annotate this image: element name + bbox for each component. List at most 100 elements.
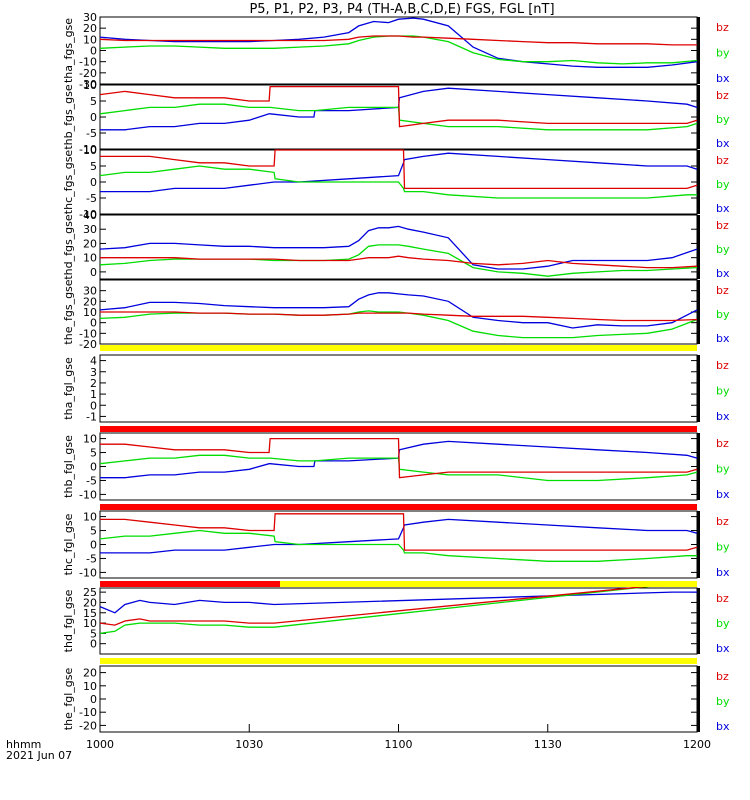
legend-bx: bx xyxy=(716,202,730,215)
panel-frame xyxy=(99,354,698,423)
y-axis-label: the_fgl_gse xyxy=(62,668,75,731)
y-tick-label: 1 xyxy=(90,388,97,401)
y-tick-label: 10 xyxy=(83,79,97,92)
y-tick-label: -5 xyxy=(86,192,97,205)
y-tick-label: 10 xyxy=(83,680,97,693)
series-by-line xyxy=(99,103,698,131)
y-tick-label: 0 xyxy=(90,399,97,412)
y-tick-label: 10 xyxy=(83,306,97,319)
status-stripe-fgl-e xyxy=(100,658,697,664)
y-tick-label: 20 xyxy=(83,237,97,250)
panel-edge-bar xyxy=(697,17,700,84)
y-tick-label: 5 xyxy=(90,447,97,460)
legend-by: by xyxy=(716,178,730,191)
y-axis-label: thd_fgs_gse xyxy=(62,214,75,280)
x-tick-label: 1200 xyxy=(683,738,711,751)
legend-by: by xyxy=(716,243,730,256)
legend-bz: bz xyxy=(716,359,729,372)
y-tick-label: 0 xyxy=(90,539,97,552)
series-bz-line xyxy=(100,149,698,190)
legend-by: by xyxy=(716,695,730,708)
legend-bz: bz xyxy=(716,219,729,232)
legend-bz: bz xyxy=(716,21,729,34)
panel-edge-bar xyxy=(697,511,700,578)
y-tick-label: 30 xyxy=(83,285,97,298)
series-bz-line xyxy=(100,513,698,551)
series-by-line xyxy=(99,583,697,635)
legend-bz: bz xyxy=(716,154,729,167)
y-tick-label: -30 xyxy=(79,78,97,91)
series-bz-line xyxy=(99,85,698,128)
legend-by: by xyxy=(716,385,730,398)
y-axis-label: thc_fgs_gse xyxy=(62,150,75,215)
y-tick-label: 0 xyxy=(90,461,97,474)
legend-bz: bz xyxy=(716,592,729,605)
legend-bz: bz xyxy=(716,89,729,102)
y-tick-label: 20 xyxy=(83,596,97,609)
y-tick-label: 20 xyxy=(83,295,97,308)
panel-edge-bar xyxy=(697,588,700,654)
y-tick-label: 5 xyxy=(90,95,97,108)
y-tick-label: 10 xyxy=(83,144,97,157)
status-stripe-fgl-d-red xyxy=(100,581,280,587)
status-stripe-fgl-d-yellow xyxy=(280,581,697,587)
y-tick-label: -5 xyxy=(86,127,97,140)
legend-bx: bx xyxy=(716,72,730,85)
y-tick-label: 20 xyxy=(83,22,97,35)
y-tick-label: 4 xyxy=(90,355,97,368)
y-tick-label: -10 xyxy=(79,327,97,340)
panel-frame xyxy=(99,214,698,280)
series-bx-line xyxy=(100,152,698,193)
series-bz-line xyxy=(100,311,698,322)
y-tick-label: 0 xyxy=(90,317,97,330)
y-tick-label: 0 xyxy=(90,638,97,651)
legend-bz: bz xyxy=(716,515,729,528)
y-tick-label: 30 xyxy=(83,223,97,236)
status-stripe-fgl-b xyxy=(100,426,697,432)
y-tick-label: 5 xyxy=(90,627,97,640)
legend-bx: bx xyxy=(716,137,730,150)
legend-by: by xyxy=(716,47,730,60)
panel-edge-bar xyxy=(697,666,700,732)
status-stripes xyxy=(100,345,697,664)
x-tick-label: 1100 xyxy=(385,738,413,751)
time-axis-label: hhmm xyxy=(6,738,41,751)
legend-by: by xyxy=(716,308,730,321)
y-tick-label: -5 xyxy=(86,552,97,565)
panel-frame xyxy=(99,665,698,733)
y-axis-label: thb_fgl_gse xyxy=(62,435,75,498)
legend-by: by xyxy=(716,617,730,630)
y-tick-label: 40 xyxy=(83,209,97,222)
x-tick-label: 1130 xyxy=(534,738,562,751)
y-tick-label: -10 xyxy=(79,706,97,719)
series-bx-line xyxy=(100,518,698,554)
y-tick-label: -20 xyxy=(79,719,97,732)
panel-frame xyxy=(99,16,698,85)
panel-edge-bar xyxy=(697,150,700,214)
series-bx-line xyxy=(99,591,697,614)
y-axis-label: thc_fgl_gse xyxy=(62,513,75,575)
y-tick-label: 0 xyxy=(90,693,97,706)
legend-bx: bx xyxy=(716,642,730,655)
y-tick-label: -20 xyxy=(79,67,97,80)
y-tick-label: -10 xyxy=(79,566,97,579)
time-axis: 1000 1030 1100 1130 1200 xyxy=(86,724,711,751)
y-axis-label: thd_fgl_gse xyxy=(62,589,75,652)
series-bx-line xyxy=(99,17,698,68)
legend-bz: bz xyxy=(716,437,729,450)
legend-bx: bx xyxy=(716,332,730,345)
y-tick-label: -10 xyxy=(79,56,97,69)
y-tick-label: 3 xyxy=(90,366,97,379)
status-stripe-fgl-a xyxy=(100,345,697,351)
legend-by: by xyxy=(716,541,730,554)
time-axis-date: 2021 Jun 07 xyxy=(6,749,72,762)
series-bx-line xyxy=(99,225,698,270)
series-by-line xyxy=(99,529,697,562)
plot-title: P5, P1, P2, P3, P4 (TH-A,B,C,D,E) FGS, F… xyxy=(249,2,554,17)
y-tick-label: 0 xyxy=(90,111,97,124)
